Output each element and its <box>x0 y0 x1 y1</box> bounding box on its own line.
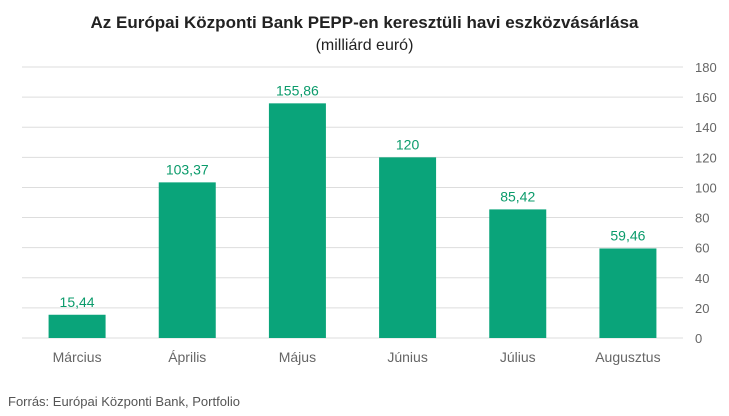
x-tick-label: Augusztus <box>595 349 660 365</box>
x-tick-label: Március <box>53 349 102 365</box>
bar-value-label: 15,44 <box>60 294 95 310</box>
bar <box>599 248 657 338</box>
chart-subtitle: (milliárd euró) <box>315 37 414 54</box>
y-tick-label: 100 <box>695 180 717 195</box>
bar-value-label: 155,86 <box>276 82 319 98</box>
bar <box>379 157 437 338</box>
x-tick-label: Június <box>387 349 427 365</box>
bar-value-label: 85,42 <box>500 188 535 204</box>
y-tick-label: 160 <box>695 90 717 105</box>
bar <box>268 103 326 338</box>
bar-value-label: 120 <box>396 136 420 152</box>
x-tick-label: Július <box>500 349 536 365</box>
bar-value-label: 103,37 <box>166 161 209 177</box>
y-tick-label: 120 <box>695 150 717 165</box>
bar-value-label: 59,46 <box>610 227 645 243</box>
x-tick-label: Május <box>279 349 316 365</box>
y-tick-label: 80 <box>695 211 709 226</box>
y-tick-label: 140 <box>695 120 717 135</box>
bar <box>489 209 547 338</box>
x-tick-label: Április <box>168 349 206 365</box>
y-tick-label: 40 <box>695 271 709 286</box>
bar <box>48 314 106 338</box>
bar <box>158 182 216 338</box>
y-tick-label: 60 <box>695 241 709 256</box>
source-note: Forrás: Európai Központi Bank, Portfolio <box>8 394 240 409</box>
y-tick-label: 180 <box>695 60 717 75</box>
y-tick-label: 0 <box>695 331 702 346</box>
chart-title: Az Európai Központi Bank PEPP-en kereszt… <box>90 13 639 32</box>
y-tick-label: 20 <box>695 301 709 316</box>
